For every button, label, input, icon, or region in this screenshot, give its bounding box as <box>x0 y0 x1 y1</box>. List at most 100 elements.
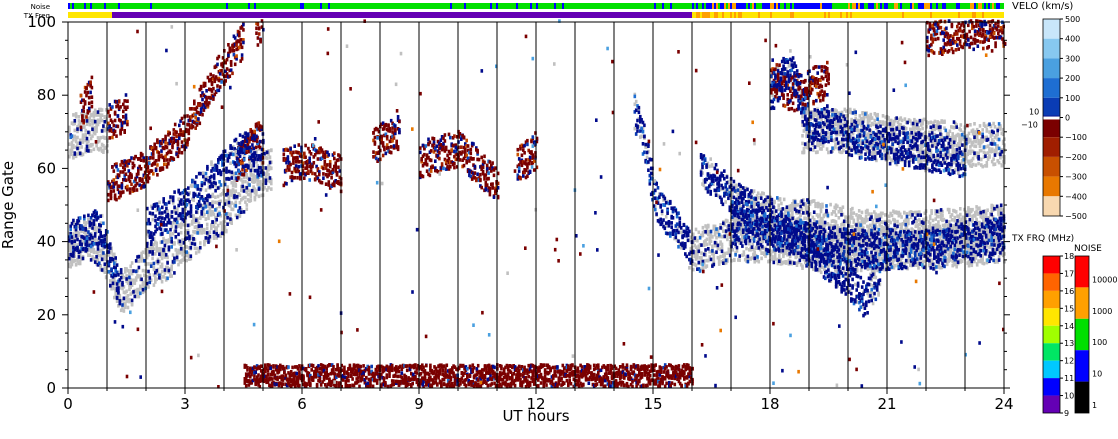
noise-strip-cell <box>662 3 664 9</box>
txfreq-strip-cell <box>740 12 742 18</box>
scatter-cell <box>140 256 143 261</box>
scatter-cell <box>238 214 242 218</box>
scatter-cell <box>246 183 250 188</box>
scatter-cell <box>933 264 937 269</box>
scatter-cell <box>129 283 132 288</box>
noise-strip-cell <box>614 3 616 9</box>
noise-strip-cell <box>542 3 544 9</box>
scatter-cell <box>969 163 972 168</box>
scatter-cell <box>883 213 887 217</box>
txfreq-strip-cell <box>660 12 662 18</box>
scatter-cell <box>889 251 892 256</box>
scatter-cell <box>128 287 131 292</box>
scatter-cell <box>988 130 991 134</box>
scatter-cell <box>977 152 980 156</box>
scatter-cell <box>848 224 851 229</box>
scatter-cell <box>801 266 804 270</box>
scatter-cell <box>113 282 116 286</box>
scatter-cell <box>960 259 964 263</box>
scatter-cell <box>189 236 193 241</box>
txfreq-strip-cell <box>926 12 928 18</box>
scatter-cell <box>267 167 270 172</box>
txfreq-strip-cell <box>872 12 874 18</box>
scatter-cell <box>267 152 270 156</box>
scatter-cell <box>806 216 809 221</box>
scatter-cell <box>839 150 842 155</box>
scatter-cell <box>263 179 266 184</box>
txfreq-strip-cell <box>894 12 896 18</box>
scatter-cell <box>196 246 199 251</box>
noise-strip-cell <box>578 3 580 9</box>
noise-strip-cell <box>732 3 734 9</box>
txfreq-strip-cell <box>152 12 154 18</box>
noise-strip-cell <box>336 3 338 9</box>
noise-strip-cell <box>160 3 162 9</box>
scatter-cell <box>802 198 805 202</box>
scatter-cell <box>836 146 840 151</box>
noise-strip-cell <box>96 3 98 9</box>
scatter-cell <box>821 230 824 234</box>
scatter-cell <box>745 246 748 251</box>
scatter-cell <box>817 221 820 225</box>
scatter-cell <box>99 135 102 140</box>
scatter-cell <box>855 213 858 217</box>
scatter-cell <box>253 175 257 179</box>
noise-strip-cell <box>320 3 322 9</box>
scatter-cell <box>93 111 97 116</box>
scatter-cell <box>969 160 972 164</box>
scatter-cell <box>99 107 102 112</box>
txfreq-strip-cell <box>786 12 788 18</box>
scatter-cell <box>971 156 975 161</box>
scatter-cell <box>77 151 81 155</box>
txfreq-strip-cell <box>650 12 652 18</box>
scatter-cell <box>858 119 862 123</box>
txfreq-strip-cell <box>854 12 856 18</box>
scatter-cell <box>74 139 78 144</box>
scatter-cell <box>98 107 101 112</box>
scatter-cell <box>933 144 937 148</box>
scatter-cell <box>95 258 98 263</box>
scatter-cell <box>917 159 920 164</box>
scatter-cell <box>696 238 699 243</box>
txfreq-strip-cell <box>140 12 142 18</box>
scatter-cell <box>1001 127 1005 132</box>
scatter-cell <box>967 251 971 255</box>
scatter-cell <box>231 207 235 212</box>
scatter-cell <box>749 236 752 240</box>
scatter-cell <box>147 262 150 266</box>
scatter-cell <box>84 138 87 143</box>
scatter-cell <box>971 162 975 167</box>
scatter-cell <box>186 251 190 256</box>
scatter-cell <box>933 119 937 124</box>
txfreq-strip-cell <box>126 12 128 18</box>
txfreq-strip-cell <box>702 12 704 18</box>
scatter-cell <box>967 149 971 154</box>
noise-strip-cell <box>930 3 932 9</box>
scatter-cell <box>859 142 863 147</box>
txfreq-strip-cell <box>880 12 882 18</box>
txfreq-strip-cell <box>174 12 176 18</box>
scatter-cell <box>88 130 92 135</box>
scatter-cell <box>796 217 800 221</box>
noise-strip-cell <box>192 3 194 9</box>
scatter-cell <box>163 250 167 255</box>
txfreq-strip-cell <box>162 12 164 18</box>
scatter-cell <box>249 189 253 193</box>
scatter-cell <box>989 149 993 154</box>
txfreq-strip-cell <box>460 12 462 18</box>
noise-strip-cell <box>560 3 562 9</box>
noise-strip-cell <box>430 3 432 9</box>
scatter-cell <box>920 146 923 151</box>
scatter-cell <box>708 242 711 246</box>
noise-strip-cell <box>276 3 278 9</box>
txfreq-strip-cell <box>550 12 552 18</box>
txfreq-strip-cell <box>124 12 126 18</box>
scatter-cell <box>694 227 698 232</box>
scatter-cell <box>245 203 249 207</box>
scatter-cell <box>72 239 75 243</box>
scatter-cell <box>139 284 142 289</box>
scatter-cell <box>918 157 922 161</box>
scatter-cell <box>231 180 235 185</box>
scatter-cell <box>956 132 960 137</box>
scatter-cell <box>156 261 160 266</box>
